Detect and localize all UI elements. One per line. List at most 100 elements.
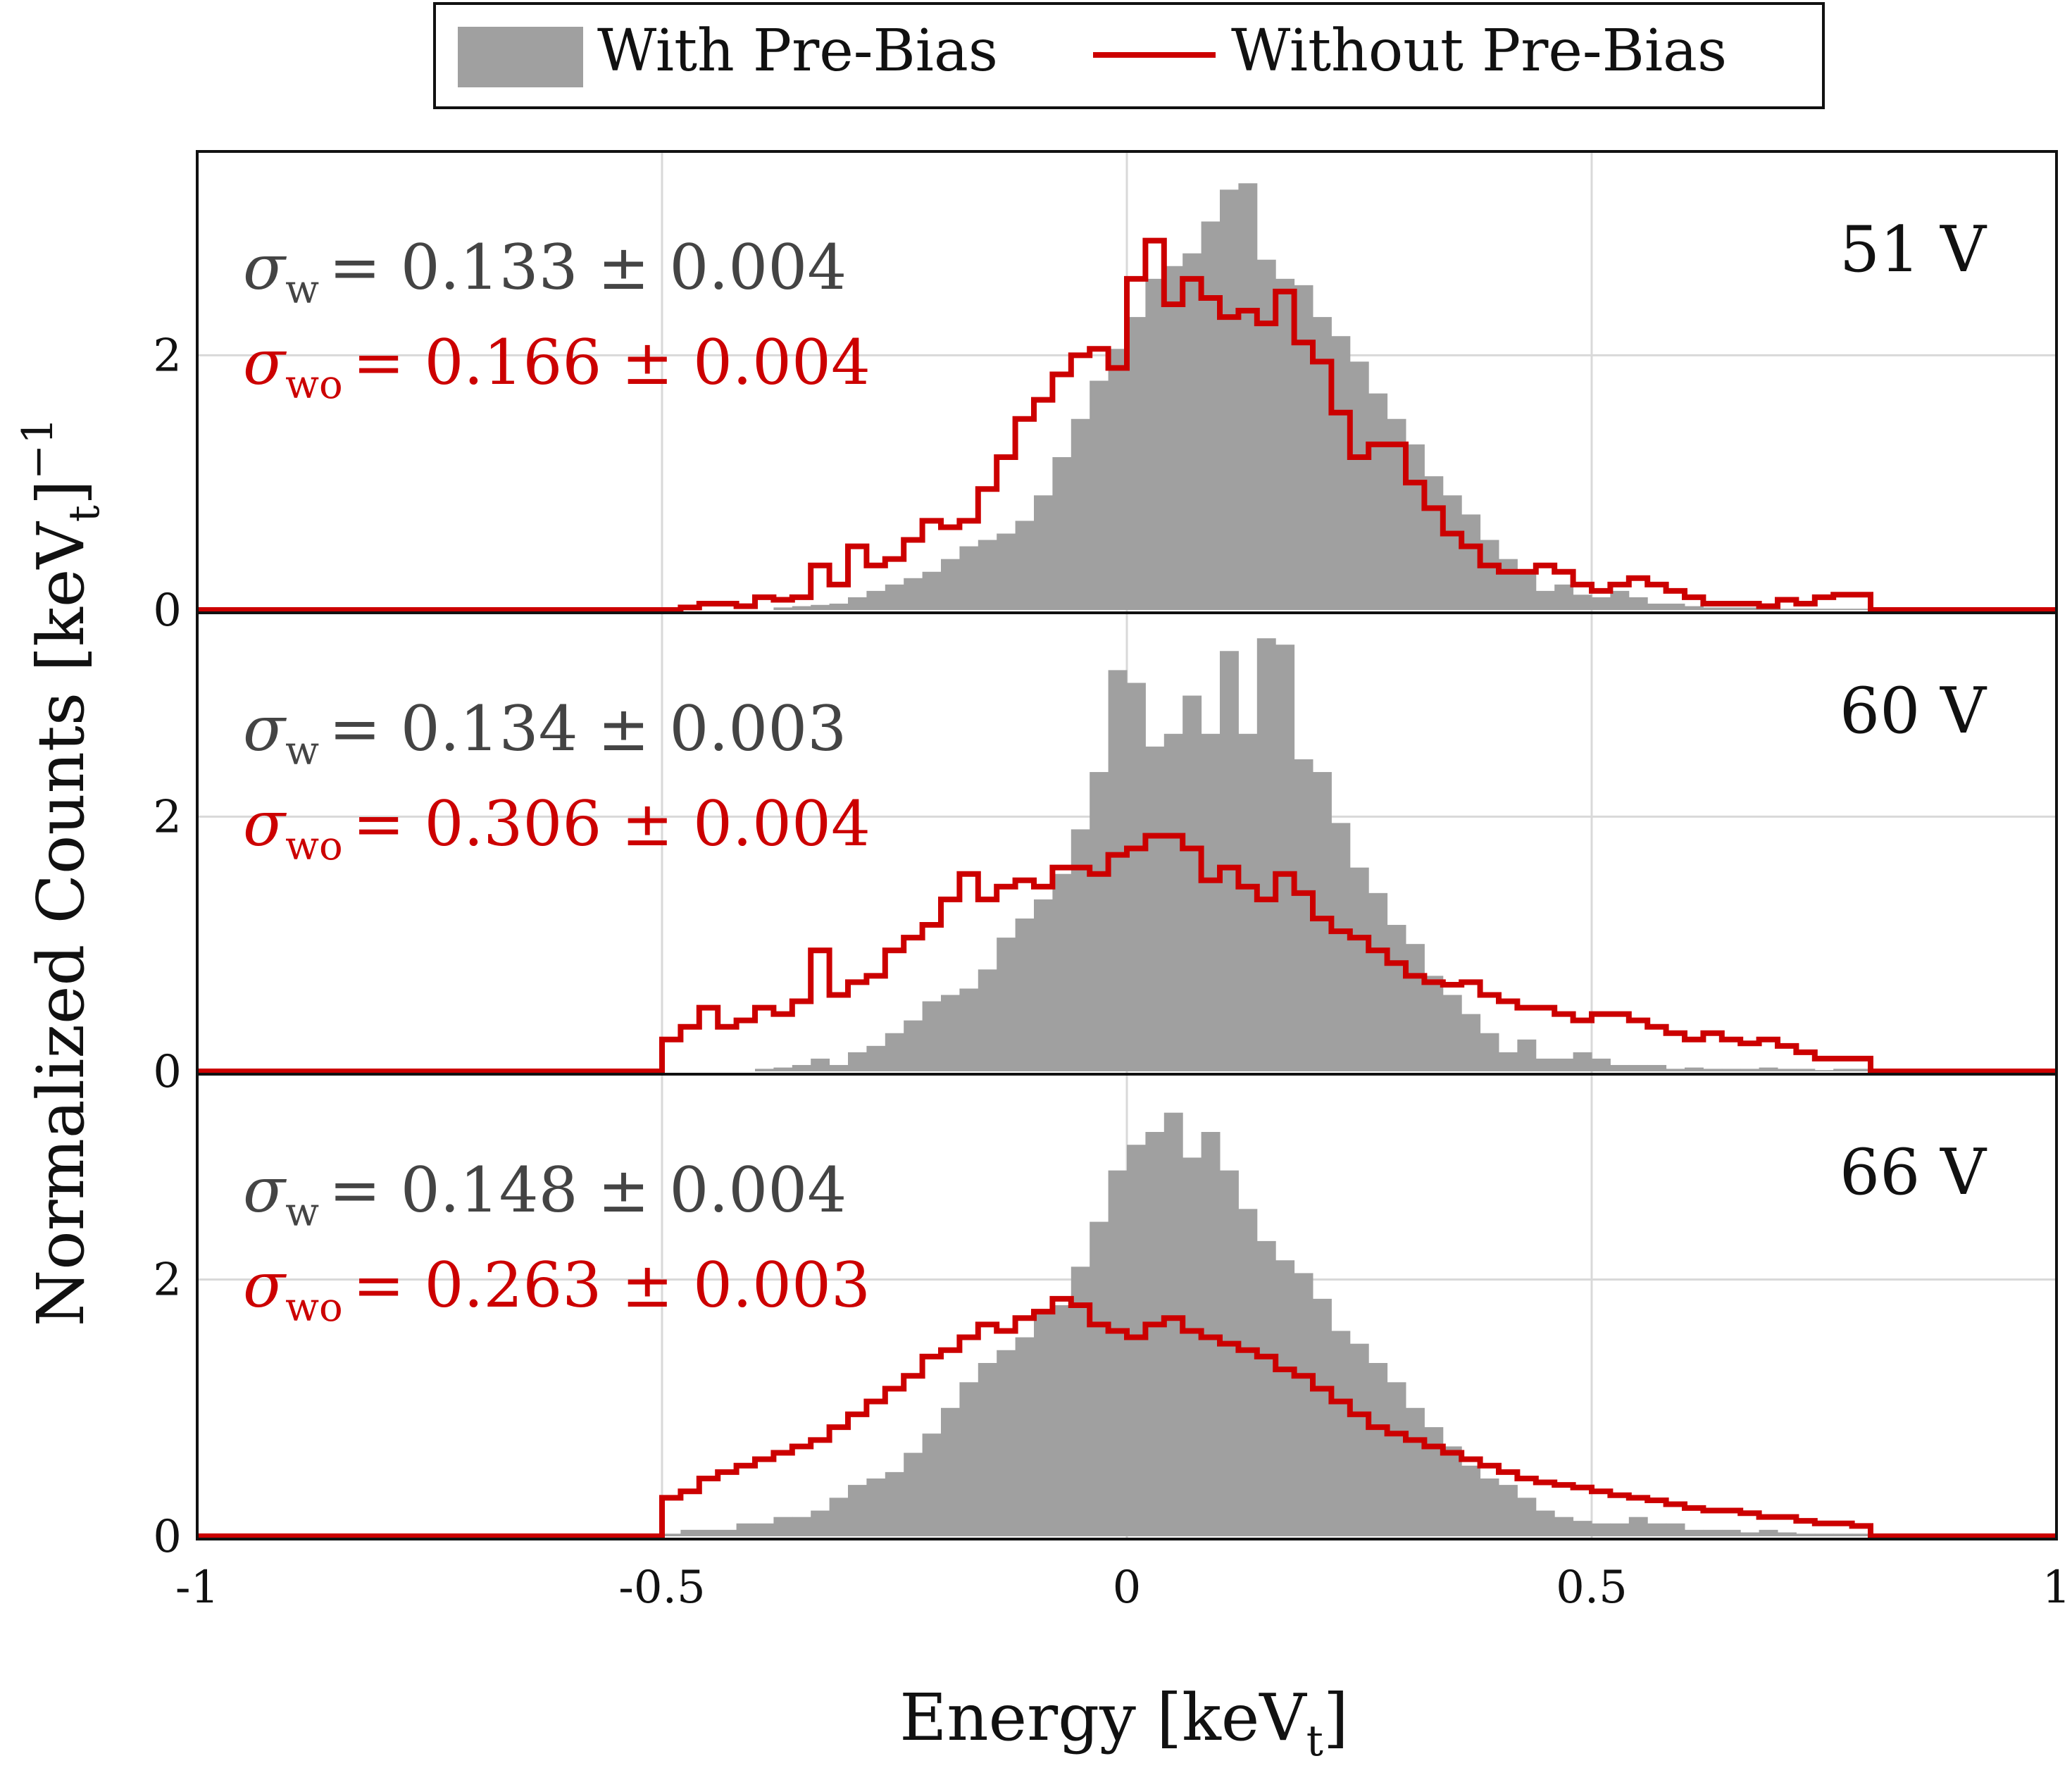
y-tick-label: 2 xyxy=(153,330,182,382)
with-bar xyxy=(922,1433,942,1536)
without-step-line xyxy=(197,1295,2057,1539)
sigma-wo-subscript: wo xyxy=(285,823,343,869)
with-bar xyxy=(680,1529,700,1536)
with-bar xyxy=(1052,873,1072,1071)
with-bar xyxy=(1256,638,1276,1071)
with-bar xyxy=(997,938,1016,1071)
with-bar xyxy=(1703,607,1723,610)
with-bar xyxy=(866,590,886,610)
with-bar xyxy=(1182,253,1202,610)
with-bar xyxy=(1349,867,1369,1071)
with-bar xyxy=(1015,919,1035,1071)
y-axis-title-sup: −1 xyxy=(13,418,63,480)
with-bar xyxy=(1647,603,1667,610)
with-bar xyxy=(1721,607,1741,610)
x-tick-label: -1 xyxy=(175,1562,219,1614)
with-bar xyxy=(1592,597,1611,610)
with-bar xyxy=(1554,584,1574,610)
x-axis-title-main: Energy [keV xyxy=(899,1680,1307,1755)
with-bar xyxy=(1628,1064,1648,1071)
with-bar xyxy=(1387,925,1406,1071)
with-bar xyxy=(1163,733,1183,1071)
with-bar xyxy=(866,1045,886,1071)
with-bar xyxy=(1685,1067,1704,1071)
with-bar xyxy=(1256,1240,1276,1536)
with-bar xyxy=(1052,1305,1072,1536)
with-bar xyxy=(1554,1058,1574,1071)
with-bar xyxy=(1090,772,1109,1071)
with-bar xyxy=(1610,590,1630,610)
with-bar xyxy=(1368,1363,1388,1536)
with-bar xyxy=(885,1471,904,1536)
with-bar xyxy=(1442,995,1462,1071)
with-bar xyxy=(1647,1064,1667,1071)
with-bar xyxy=(1182,695,1202,1071)
with-bar xyxy=(1778,609,1797,610)
with-bar xyxy=(1275,645,1295,1071)
with-bar xyxy=(1592,1523,1611,1536)
sigma-w-value: = 0.133 ± 0.004 xyxy=(329,231,847,304)
with-bar xyxy=(1796,609,1816,610)
with-bar xyxy=(978,1363,997,1536)
with-bar xyxy=(1424,1427,1444,1536)
legend-without-label: Without Pre-Bias xyxy=(1231,18,1727,85)
with-bar xyxy=(1071,418,1090,610)
with-bar xyxy=(1554,1517,1574,1536)
sigma-w-annotation: σw = 0.133 ± 0.004 xyxy=(243,231,847,313)
with-bar xyxy=(773,1517,793,1536)
with-bar xyxy=(1666,1069,1685,1071)
with-bar xyxy=(773,1067,793,1071)
with-bar xyxy=(1517,1498,1537,1536)
with-bar xyxy=(1331,336,1351,610)
with-bar xyxy=(885,584,904,610)
with-bar xyxy=(1499,1052,1518,1071)
with-bar xyxy=(1201,1132,1221,1536)
with-bar xyxy=(1573,1052,1592,1071)
y-tick-label: 0 xyxy=(153,1511,182,1563)
x-tick-label: 1 xyxy=(2042,1562,2071,1614)
with-bar xyxy=(1406,944,1425,1071)
with-bar xyxy=(1201,733,1221,1071)
legend-with-label: With Pre-Bias xyxy=(597,18,998,85)
with-bar xyxy=(1313,1298,1332,1536)
with-bar xyxy=(1833,609,1853,610)
with-bar xyxy=(1406,1407,1425,1536)
with-bar xyxy=(1275,1260,1295,1536)
with-bar xyxy=(1573,1521,1592,1536)
with-bar xyxy=(1368,892,1388,1071)
with-bar xyxy=(1182,1157,1202,1536)
with-bar xyxy=(1740,607,1760,610)
sigma-wo-symbol: σ xyxy=(243,787,287,860)
with-bar xyxy=(1852,609,1871,610)
with-bar xyxy=(1220,1170,1239,1536)
with-bar xyxy=(997,1350,1016,1536)
with-bar xyxy=(1499,1485,1518,1536)
with-bar xyxy=(1127,1145,1146,1536)
with-bar xyxy=(1796,1069,1816,1071)
with-bar xyxy=(922,571,942,610)
with-bar xyxy=(1666,603,1685,610)
with-bar xyxy=(1238,733,1258,1071)
sigma-w-annotation: σw = 0.134 ± 0.003 xyxy=(243,692,847,774)
with-bar xyxy=(1090,380,1109,610)
with-bar xyxy=(792,606,811,610)
with-bar xyxy=(1740,1532,1760,1536)
with-bar xyxy=(848,597,867,610)
with-bar xyxy=(1666,1523,1685,1536)
with-bar xyxy=(1442,495,1462,610)
with-bar xyxy=(1592,1058,1611,1071)
with-bar xyxy=(1721,1529,1741,1536)
with-bar xyxy=(904,578,923,610)
with-bar xyxy=(1034,495,1053,610)
with-bar xyxy=(904,1452,923,1536)
sigma-wo-annotation: σwo = 0.166 ± 0.004 xyxy=(243,326,870,408)
sigma-wo-subscript: wo xyxy=(285,362,343,408)
sigma-w-symbol: σ xyxy=(243,231,287,304)
sigma-wo-value: = 0.306 ± 0.004 xyxy=(353,787,870,860)
with-bar xyxy=(1015,521,1035,610)
sigma-w-subscript: w xyxy=(285,1190,319,1235)
legend-with-swatch xyxy=(458,27,583,87)
with-bar xyxy=(941,995,960,1071)
